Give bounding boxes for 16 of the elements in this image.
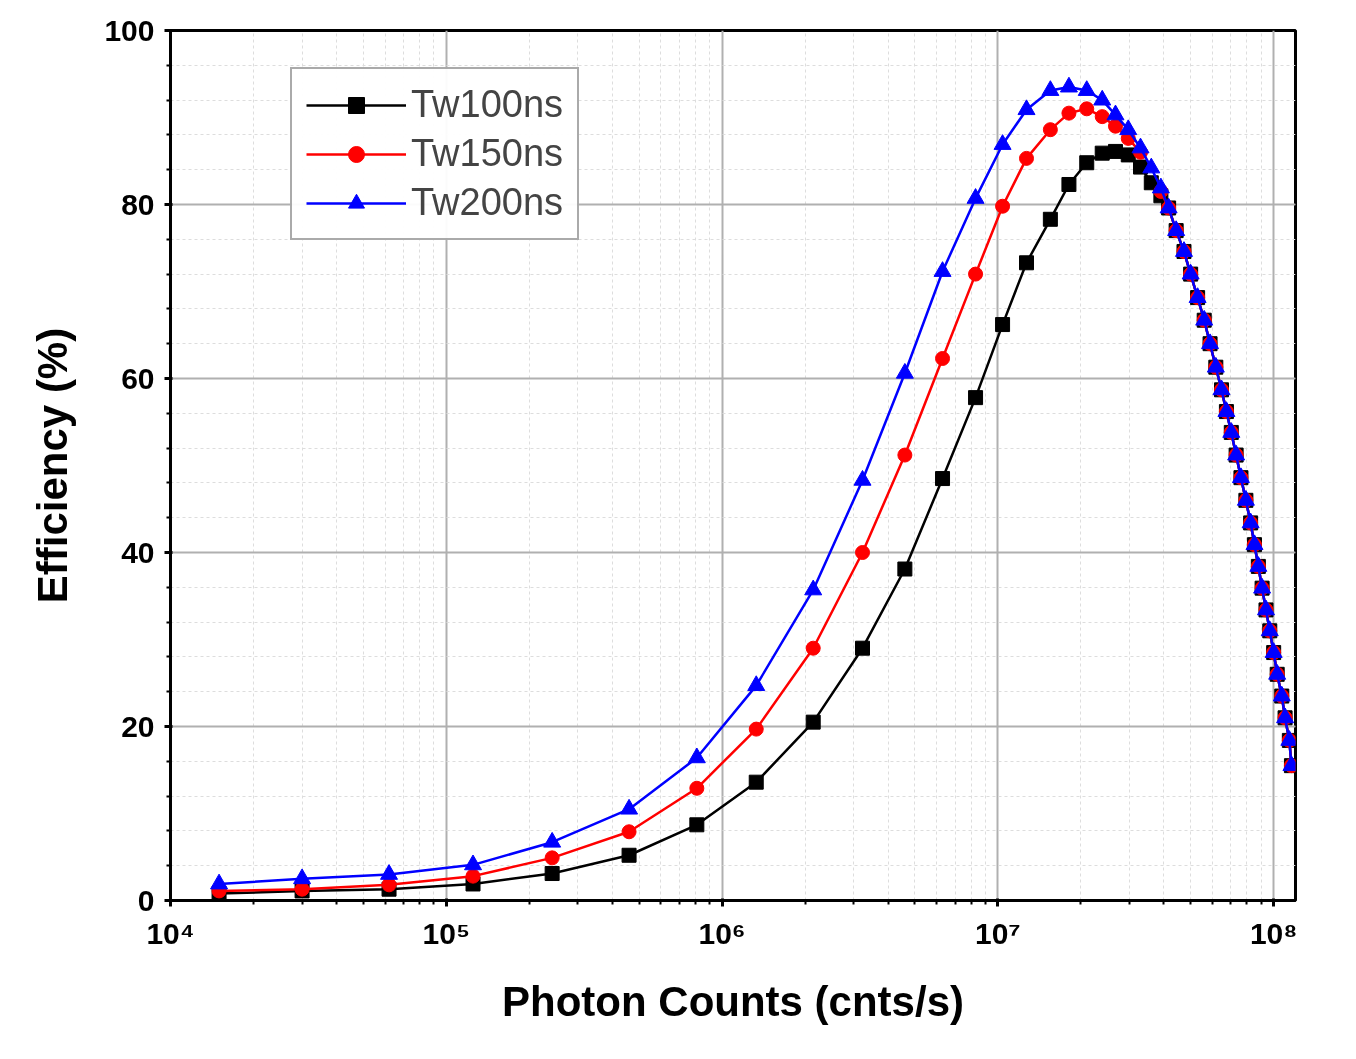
y-tick-label: 60 bbox=[121, 361, 155, 395]
x-tick-label: 10⁸ bbox=[1249, 916, 1298, 950]
y-tick-label: 80 bbox=[121, 187, 155, 221]
x-tick-label: 10⁴ bbox=[146, 916, 195, 950]
x-tick-label: 10⁵ bbox=[422, 916, 471, 950]
y-tick-label: 0 bbox=[137, 883, 155, 917]
x-tick-label: 10⁷ bbox=[975, 916, 1021, 950]
y-tick-label: 100 bbox=[104, 13, 155, 47]
legend-label: Tw100ns bbox=[411, 83, 564, 126]
x-tick-label: 10⁶ bbox=[698, 916, 746, 950]
legend-label: Tw200ns bbox=[411, 181, 564, 224]
y-axis-title: Efficiency (%) bbox=[29, 327, 77, 604]
x-axis-title: Photon Counts (cnts/s) bbox=[502, 977, 964, 1025]
y-tick-label: 40 bbox=[121, 535, 155, 569]
y-tick-label: 20 bbox=[121, 709, 155, 743]
legend-label: Tw150ns bbox=[411, 132, 564, 175]
